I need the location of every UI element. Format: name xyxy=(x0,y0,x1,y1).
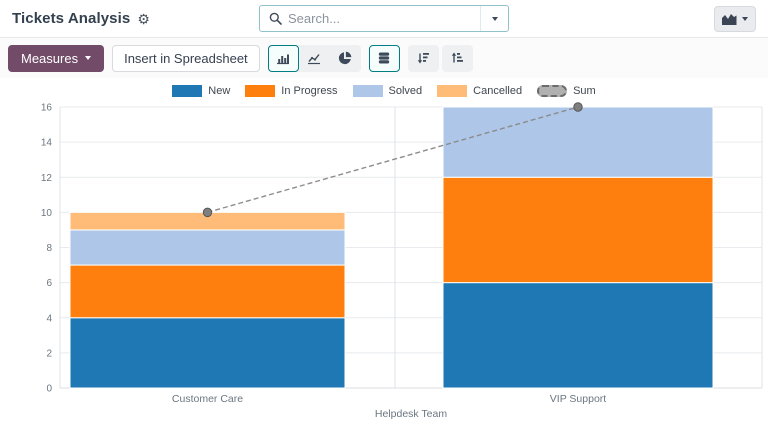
pie-chart-icon xyxy=(339,51,352,65)
legend-swatch xyxy=(245,85,276,97)
bar-chart-button[interactable] xyxy=(267,44,299,72)
y-tick-label: 12 xyxy=(41,173,53,184)
sort-amount-desc-icon xyxy=(417,53,430,64)
pie-chart-button[interactable] xyxy=(329,44,361,72)
legend-item-new[interactable]: New xyxy=(172,85,230,97)
y-tick-label: 16 xyxy=(41,103,53,114)
chevron-down-icon xyxy=(491,16,498,21)
view-switcher-button[interactable] xyxy=(714,5,756,32)
legend-item-sum[interactable]: Sum xyxy=(537,85,596,97)
y-tick-label: 8 xyxy=(46,243,52,254)
sum-line xyxy=(207,106,579,214)
stacked-bar-chart: 0 2 4 6 8 10 12 14 16 Customer Care VIP Support Hel… xyxy=(41,102,763,420)
y-tick-label: 14 xyxy=(41,138,53,149)
bar-segment[interactable] xyxy=(442,176,714,284)
bar-segment[interactable] xyxy=(69,229,346,266)
legend-swatch xyxy=(172,85,203,97)
legend-label: New xyxy=(208,85,231,97)
y-tick-label: 6 xyxy=(46,278,52,289)
chevron-down-icon xyxy=(742,16,748,21)
area-chart-icon xyxy=(722,13,737,25)
breadcrumb: Tickets Analysis ⚙ xyxy=(12,10,150,27)
legend-label: Cancelled xyxy=(473,85,523,97)
bar-segment[interactable] xyxy=(442,282,714,389)
sort-ascending-button[interactable] xyxy=(441,44,473,72)
toolbar: Measures Insert in Spreadsheet xyxy=(0,38,768,78)
y-tick-label: 10 xyxy=(41,208,53,219)
legend-label: Sum xyxy=(573,85,596,97)
legend-label: In Progress xyxy=(281,85,338,97)
sum-point[interactable] xyxy=(202,207,213,218)
chart-legend: New In Progress Solved Cancelled Sum xyxy=(0,85,768,97)
bar-segment[interactable] xyxy=(442,106,714,178)
page-title: Tickets Analysis xyxy=(12,10,131,27)
search-bar[interactable] xyxy=(259,5,509,32)
bar-segment[interactable] xyxy=(69,317,346,389)
search-icon xyxy=(269,12,282,25)
chart-type-group xyxy=(267,44,361,72)
sort-group xyxy=(407,44,473,72)
insert-in-spreadsheet-button[interactable]: Insert in Spreadsheet xyxy=(112,44,260,72)
legend-swatch xyxy=(537,85,568,97)
database-icon xyxy=(378,52,390,64)
x-axis-title: Helpdesk Team xyxy=(375,408,447,420)
legend-item-in-progress[interactable]: In Progress xyxy=(245,85,338,97)
chart-area: New In Progress Solved Cancelled Sum 0 2 4 6 8 10… xyxy=(0,78,768,424)
measures-label: Measures xyxy=(21,50,79,66)
measures-button[interactable]: Measures xyxy=(8,44,105,72)
line-chart-button[interactable] xyxy=(298,44,330,72)
search-input[interactable] xyxy=(288,11,480,26)
control-panel: Tickets Analysis ⚙ xyxy=(0,0,768,38)
legend-swatch xyxy=(352,85,383,97)
x-category-label: Customer Care xyxy=(172,393,243,405)
legend-item-cancelled[interactable]: Cancelled xyxy=(437,85,522,97)
y-tick-label: 2 xyxy=(46,348,52,359)
sum-point[interactable] xyxy=(573,102,583,112)
y-tick-label: 0 xyxy=(46,384,52,395)
bar-chart-icon xyxy=(277,54,290,65)
search-filters-toggle[interactable] xyxy=(480,6,508,31)
legend-swatch xyxy=(437,85,468,97)
legend-item-solved[interactable]: Solved xyxy=(352,85,423,97)
legend-label: Solved xyxy=(388,85,423,97)
sort-descending-button[interactable] xyxy=(407,44,439,72)
stacked-toggle-button[interactable] xyxy=(368,44,400,72)
sort-amount-asc-icon xyxy=(451,52,464,63)
x-category-label: VIP Support xyxy=(550,393,607,405)
bar-segment[interactable] xyxy=(69,264,346,319)
line-chart-icon xyxy=(308,54,321,65)
chevron-down-icon xyxy=(85,56,92,60)
y-tick-label: 4 xyxy=(46,313,52,324)
gear-icon[interactable]: ⚙ xyxy=(137,10,150,27)
